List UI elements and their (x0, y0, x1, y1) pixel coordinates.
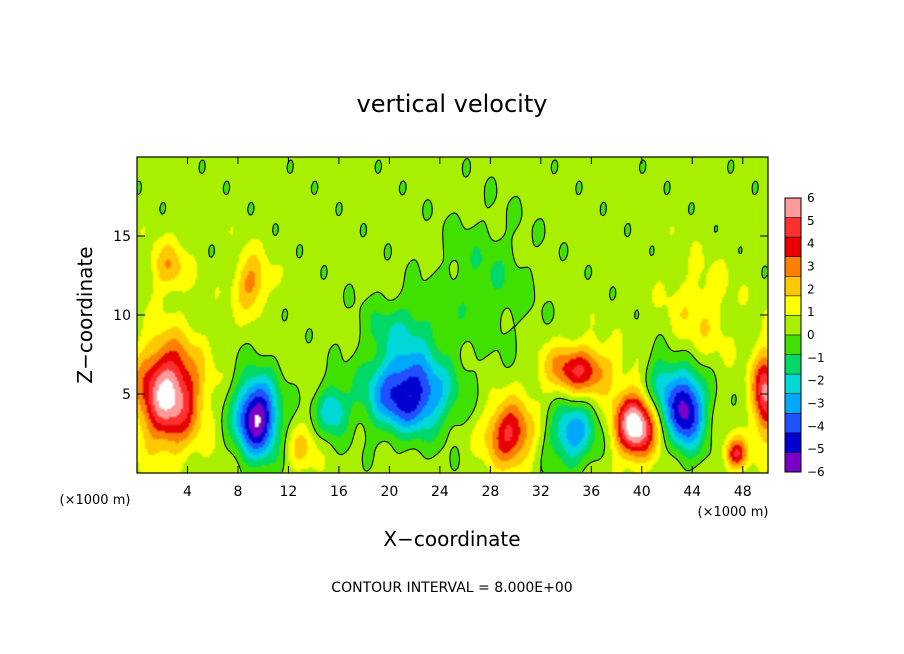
colorbar-swatch (785, 432, 801, 453)
colorbar-label: 0 (807, 328, 815, 342)
colorbar-label: 2 (807, 282, 815, 296)
x-tick-label: 20 (380, 484, 398, 500)
heatmap-field (137, 157, 768, 473)
x-tick-label: 44 (683, 484, 701, 500)
chart-title: vertical velocity (357, 90, 548, 118)
y-tick-label: 15 (113, 229, 131, 245)
y-axis: 5 10 15 (113, 229, 768, 403)
x-tick-label: 8 (233, 484, 242, 500)
x-tick-label: 48 (734, 484, 752, 500)
colorbar-label: 3 (807, 260, 815, 274)
y-tick-label: 5 (122, 387, 131, 403)
colorbar: 6 5 4 3 2 1 0 −1 −2 −3 −4 −5 −6 (784, 191, 825, 479)
colorbar-label: 4 (807, 237, 815, 251)
colorbar-swatch (785, 374, 801, 395)
x-tick-label: 32 (532, 484, 550, 500)
y-tick-label: 10 (113, 308, 131, 324)
x-axis: 4 8 12 16 20 24 28 32 36 40 44 48 (183, 157, 752, 500)
x-tick-label: 40 (633, 484, 651, 500)
contour-lines (137, 157, 768, 473)
colorbar-label: 1 (807, 305, 815, 319)
x-unit-right: (×1000 m) (698, 505, 769, 520)
colorbar-label: −1 (807, 351, 825, 365)
colorbar-label: 6 (807, 191, 815, 205)
colorbar-label: −5 (807, 442, 825, 456)
y-axis-label: Z−coordinate (73, 246, 97, 383)
colorbar-swatch (785, 276, 801, 297)
x-axis-label: X−coordinate (383, 527, 520, 551)
colorbar-swatch (785, 452, 801, 473)
colorbar-swatch (785, 315, 801, 336)
colorbar-label: −4 (807, 419, 825, 433)
colorbar-swatch (785, 198, 801, 218)
colorbar-swatch (785, 237, 801, 258)
colorbar-swatch (785, 295, 801, 316)
colorbar-label: 5 (807, 214, 815, 228)
colorbar-swatch (785, 393, 801, 414)
colorbar-swatch (785, 354, 801, 375)
colorbar-swatch (785, 335, 801, 355)
colorbar-label: −3 (807, 397, 825, 411)
contour-line (137, 157, 768, 473)
x-tick-label: 12 (280, 484, 298, 500)
x-tick-label: 28 (481, 484, 499, 500)
x-tick-label: 36 (582, 484, 600, 500)
x-tick-label: 16 (330, 484, 348, 500)
x-unit-left: (×1000 m) (60, 493, 131, 508)
x-tick-label: 24 (431, 484, 449, 500)
colorbar-label: −2 (807, 374, 825, 388)
contour-interval-note: CONTOUR INTERVAL = 8.000E+00 (331, 580, 572, 596)
colorbar-swatch (785, 256, 801, 277)
colorbar-swatch (785, 217, 801, 238)
colorbar-label: −6 (807, 465, 825, 479)
colorbar-swatch (785, 413, 801, 434)
x-tick-label: 4 (183, 484, 192, 500)
